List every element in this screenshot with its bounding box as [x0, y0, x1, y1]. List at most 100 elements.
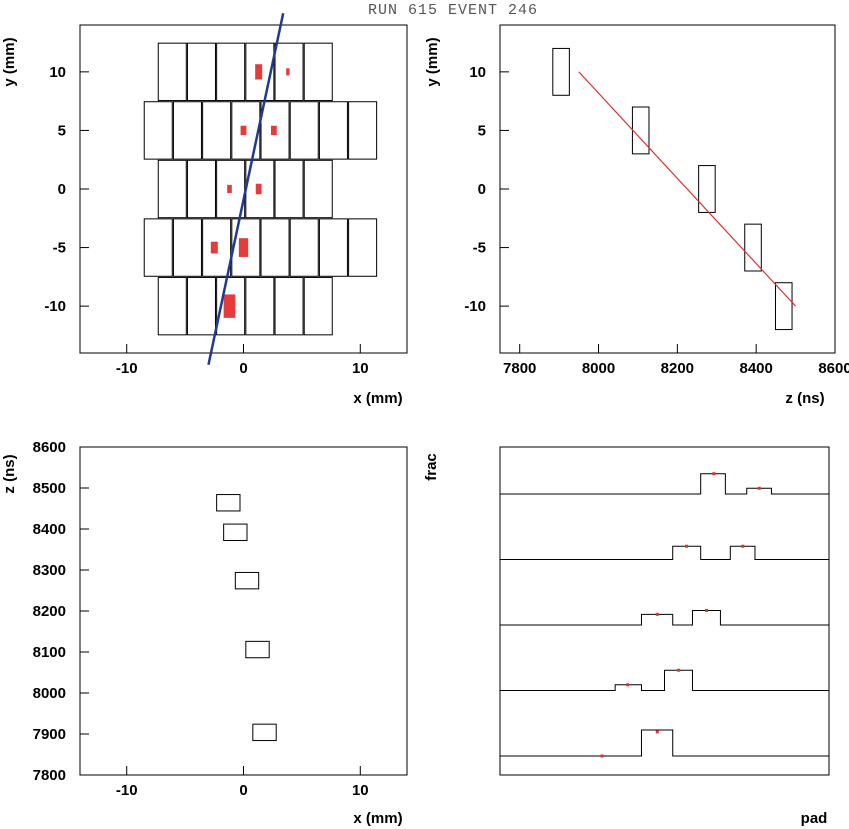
frac-marker [677, 668, 681, 672]
hit-pad [240, 125, 247, 136]
hit-pad [223, 294, 236, 318]
y-axis-label: y (mm) [424, 37, 441, 86]
y-tick-label: 0 [478, 181, 486, 198]
y-tick-label: -10 [44, 298, 66, 315]
y-tick-label: -5 [473, 240, 486, 257]
pad-cell [274, 42, 304, 102]
pad-cell [303, 276, 333, 336]
x-tick-label: 7800 [503, 360, 536, 377]
frac-marker [655, 730, 659, 734]
pad-cell [245, 276, 275, 336]
hit-box [631, 106, 650, 155]
frac-histogram-row [500, 545, 829, 560]
y-tick-label: 0 [58, 181, 66, 198]
pad-cell [172, 218, 202, 277]
x-tick-label: 8200 [661, 360, 694, 377]
pad-cell [348, 101, 378, 160]
frac-histogram-row [500, 609, 829, 626]
y-tick-label: 5 [478, 122, 486, 139]
pad-cell [260, 218, 290, 277]
pad-cell [157, 159, 187, 219]
y-tick-label: 5 [58, 122, 66, 139]
track-fit-line [578, 71, 797, 307]
y-tick-label: 8600 [33, 439, 66, 456]
frac-histograms [500, 472, 829, 758]
frac-histogram-row [500, 669, 829, 691]
y-tick-label: 10 [469, 64, 486, 81]
x-axis-ticks: 7800 8000 8200 8400 8600 [503, 344, 849, 377]
hit-pad [255, 64, 263, 80]
hit-box [245, 640, 270, 659]
hit-pad [255, 183, 262, 195]
fit-line [207, 13, 285, 365]
x-tick-label: 8600 [818, 360, 849, 377]
pad-cell [348, 218, 378, 277]
pad-cell [216, 42, 246, 102]
pad-cell [143, 218, 173, 277]
x-tick-label: 0 [239, 782, 247, 799]
y-axis-label: y (mm) [1, 37, 18, 86]
x-tick-label: -10 [116, 782, 138, 799]
y-tick-label: 8500 [33, 480, 66, 497]
hit-pad [286, 68, 290, 76]
y-tick-label: -10 [464, 298, 486, 315]
x-tick-label: 10 [352, 360, 369, 377]
y-tick-label: 7900 [33, 726, 66, 743]
frac-marker [655, 612, 659, 616]
pad-cell [157, 42, 187, 102]
hit-box [744, 223, 762, 272]
pad-cell [318, 218, 348, 277]
y-tick-label: 8300 [33, 562, 66, 579]
panel-zy: 7800 8000 8200 8400 8600 10 5 0 -5 -10 z (ns) y … [424, 24, 849, 407]
hit-pad [238, 238, 249, 257]
track-fit-line [207, 13, 285, 365]
y-tick-label: 7800 [33, 767, 66, 784]
pad-cell [245, 42, 275, 102]
frac-marker [705, 608, 709, 612]
x-axis-ticks: -10 0 10 [116, 766, 369, 799]
hit-box [234, 571, 260, 590]
hit-box [223, 523, 248, 541]
y-tick-label: -5 [53, 240, 66, 257]
hit-box [252, 723, 277, 742]
pad-cell [202, 218, 232, 277]
panel-pad-frac: pad frac [423, 446, 830, 827]
y-axis-ticks: 10 5 0 -5 -10 [44, 64, 89, 315]
y-axis-ticks: 10 5 0 -5 -10 [464, 64, 509, 315]
x-tick-label: 10 [352, 782, 369, 799]
pad-cell [274, 159, 304, 219]
hit-box [774, 282, 793, 331]
hit-pad [210, 241, 218, 254]
plot-frame-xz [79, 446, 408, 776]
frac-marker [712, 472, 716, 476]
pad-cell [143, 101, 173, 160]
pad-cell [303, 159, 333, 219]
pad-cell [289, 101, 319, 160]
panel-xy: -10 0 10 10 5 0 -5 -10 x (mm) y (mm) [1, 13, 408, 407]
x-axis-ticks: -10 0 10 [116, 344, 369, 377]
hit-boxes [552, 47, 793, 331]
x-tick-label: 8000 [582, 360, 615, 377]
y-tick-label: 8000 [33, 685, 66, 702]
x-tick-label: -10 [116, 360, 138, 377]
y-axis-label: z (ns) [1, 454, 18, 493]
pad-cell [274, 276, 304, 336]
run-event-title: RUN 615 EVENT 246 [368, 2, 538, 19]
plot-frame-frac [499, 446, 830, 776]
pad-cell [172, 101, 202, 160]
x-axis-label: z (ns) [785, 390, 824, 407]
x-tick-label: 0 [239, 360, 247, 377]
pad-cell [231, 218, 261, 277]
pad-cell [260, 101, 290, 160]
y-tick-label: 8200 [33, 603, 66, 620]
x-axis-label: x (mm) [353, 810, 402, 827]
fit-line [578, 71, 797, 307]
hit-box [216, 494, 241, 512]
x-tick-label: 8400 [739, 360, 772, 377]
hit-pads [210, 64, 290, 318]
pad-cell [216, 276, 246, 336]
pad-cell [157, 276, 187, 336]
x-axis-label: x (mm) [353, 390, 402, 407]
y-axis-ticks: 8600 8500 8400 8300 8200 8100 8000 7900 7800 [33, 439, 89, 784]
